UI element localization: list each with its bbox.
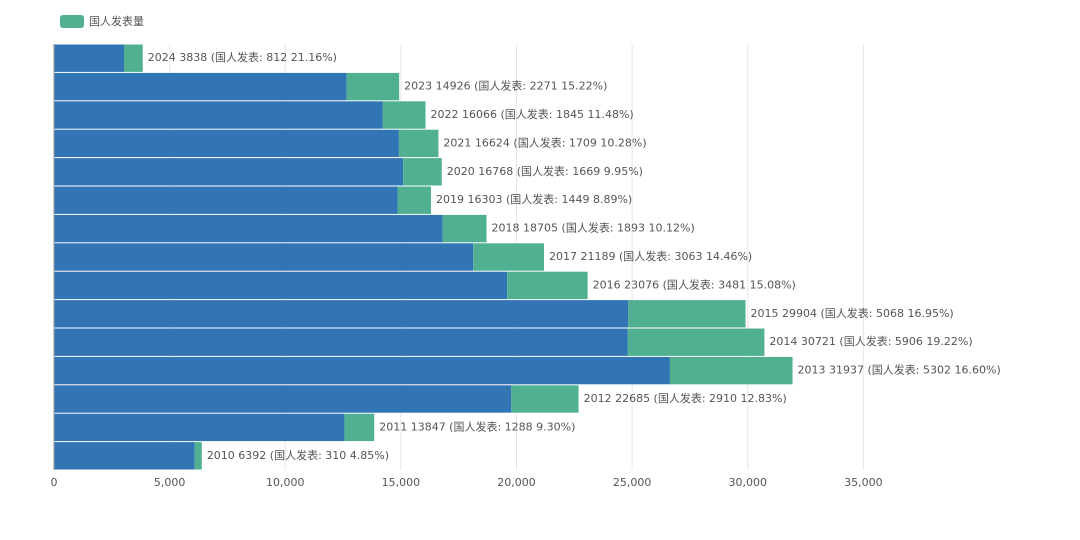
bar-segment bbox=[54, 44, 124, 72]
data-label: 2011 13847 (国人发表: 1288 9.30%) bbox=[379, 419, 575, 433]
data-label: 2014 30721 (国人发表: 5906 19.22%) bbox=[769, 334, 972, 348]
x-tick-label: 30,000 bbox=[729, 476, 768, 489]
data-label: 2018 18705 (国人发表: 1893 10.12%) bbox=[492, 221, 695, 235]
bar-segment bbox=[54, 385, 512, 413]
legend-swatch bbox=[60, 15, 84, 28]
bar-segment bbox=[194, 442, 202, 470]
data-label: 2012 22685 (国人发表: 2910 12.83%) bbox=[584, 391, 787, 405]
x-tick-label: 25,000 bbox=[613, 476, 652, 489]
data-label: 2013 31937 (国人发表: 5302 16.60%) bbox=[798, 363, 1001, 377]
bar-segment bbox=[397, 186, 432, 214]
bar-segment bbox=[54, 101, 383, 129]
bar-segment bbox=[398, 129, 439, 158]
data-label: 2016 23076 (国人发表: 3481 15.08%) bbox=[593, 277, 796, 291]
bar-segment bbox=[54, 413, 345, 442]
bar-segment bbox=[669, 356, 793, 385]
bar-segment bbox=[54, 300, 629, 328]
data-label: 2017 21189 (国人发表: 3063 14.46%) bbox=[549, 249, 752, 263]
bar-segment bbox=[54, 186, 398, 214]
bar-segment bbox=[473, 243, 544, 271]
bar-segment bbox=[507, 271, 588, 300]
data-label: 2015 29904 (国人发表: 5068 16.95%) bbox=[751, 306, 954, 320]
bar-segment bbox=[54, 356, 670, 385]
data-label: 2010 6392 (国人发表: 310 4.85%) bbox=[207, 448, 389, 462]
bar-segment bbox=[628, 300, 746, 328]
bar-segment bbox=[54, 442, 195, 470]
bar-segment bbox=[346, 72, 400, 101]
x-tick-label: 35,000 bbox=[844, 476, 883, 489]
data-label: 2020 16768 (国人发表: 1669 9.95%) bbox=[447, 164, 643, 178]
bar-segment bbox=[54, 271, 508, 300]
bar-segment bbox=[511, 385, 579, 413]
bar-segment bbox=[54, 129, 399, 158]
data-label: 2019 16303 (国人发表: 1449 8.89%) bbox=[436, 192, 632, 206]
data-label: 2024 3838 (国人发表: 812 21.16%) bbox=[148, 50, 337, 64]
bar-segment bbox=[54, 72, 347, 101]
x-tick-label: 0 bbox=[51, 476, 58, 489]
data-label: 2023 14926 (国人发表: 2271 15.22%) bbox=[404, 79, 607, 93]
bar-segment bbox=[403, 158, 442, 186]
bar-segment bbox=[123, 44, 143, 72]
data-label: 2021 16624 (国人发表: 1709 10.28%) bbox=[443, 135, 646, 149]
data-label: 2022 16066 (国人发表: 1845 11.48%) bbox=[431, 107, 634, 121]
bar-segment bbox=[382, 101, 426, 129]
x-tick-label: 5,000 bbox=[154, 476, 186, 489]
bar-segment bbox=[54, 328, 628, 356]
bar-segment bbox=[344, 413, 375, 442]
x-tick-label: 15,000 bbox=[382, 476, 421, 489]
bar-segment bbox=[54, 243, 474, 271]
legend-label: 国人发表量 bbox=[89, 14, 144, 28]
x-tick-label: 10,000 bbox=[266, 476, 305, 489]
bar-segment bbox=[54, 158, 404, 186]
bar-segment bbox=[54, 214, 443, 243]
bar-segment bbox=[627, 328, 765, 356]
x-tick-label: 20,000 bbox=[497, 476, 536, 489]
bar-segment bbox=[442, 214, 487, 243]
